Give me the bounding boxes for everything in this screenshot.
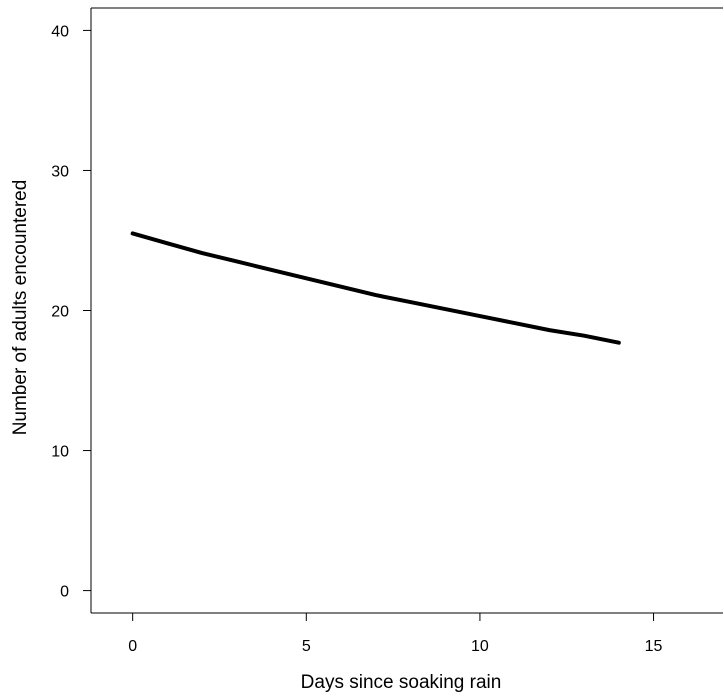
x-axis-ticks: 0 5 10 15 bbox=[128, 613, 663, 655]
x-tick-label: 0 bbox=[128, 638, 137, 655]
x-tick-label: 5 bbox=[302, 638, 311, 655]
plot-frame-group bbox=[90, 7, 723, 614]
x-tick-label: 10 bbox=[471, 638, 489, 655]
y-tick-label: 40 bbox=[51, 23, 69, 40]
y-tick-label: 30 bbox=[51, 163, 69, 180]
y-axis-ticks: 0 10 20 30 40 bbox=[51, 23, 91, 601]
series-line bbox=[130, 231, 621, 345]
x-tick-label: 15 bbox=[645, 638, 663, 655]
y-tick-label: 10 bbox=[51, 444, 69, 461]
x-axis-label: Days since soaking rain bbox=[301, 672, 502, 693]
y-tick-label: 0 bbox=[60, 584, 69, 601]
y-tick-label: 20 bbox=[51, 304, 69, 321]
y-axis-label: Number of adults encountered bbox=[10, 180, 31, 436]
series-layer bbox=[130, 231, 621, 345]
